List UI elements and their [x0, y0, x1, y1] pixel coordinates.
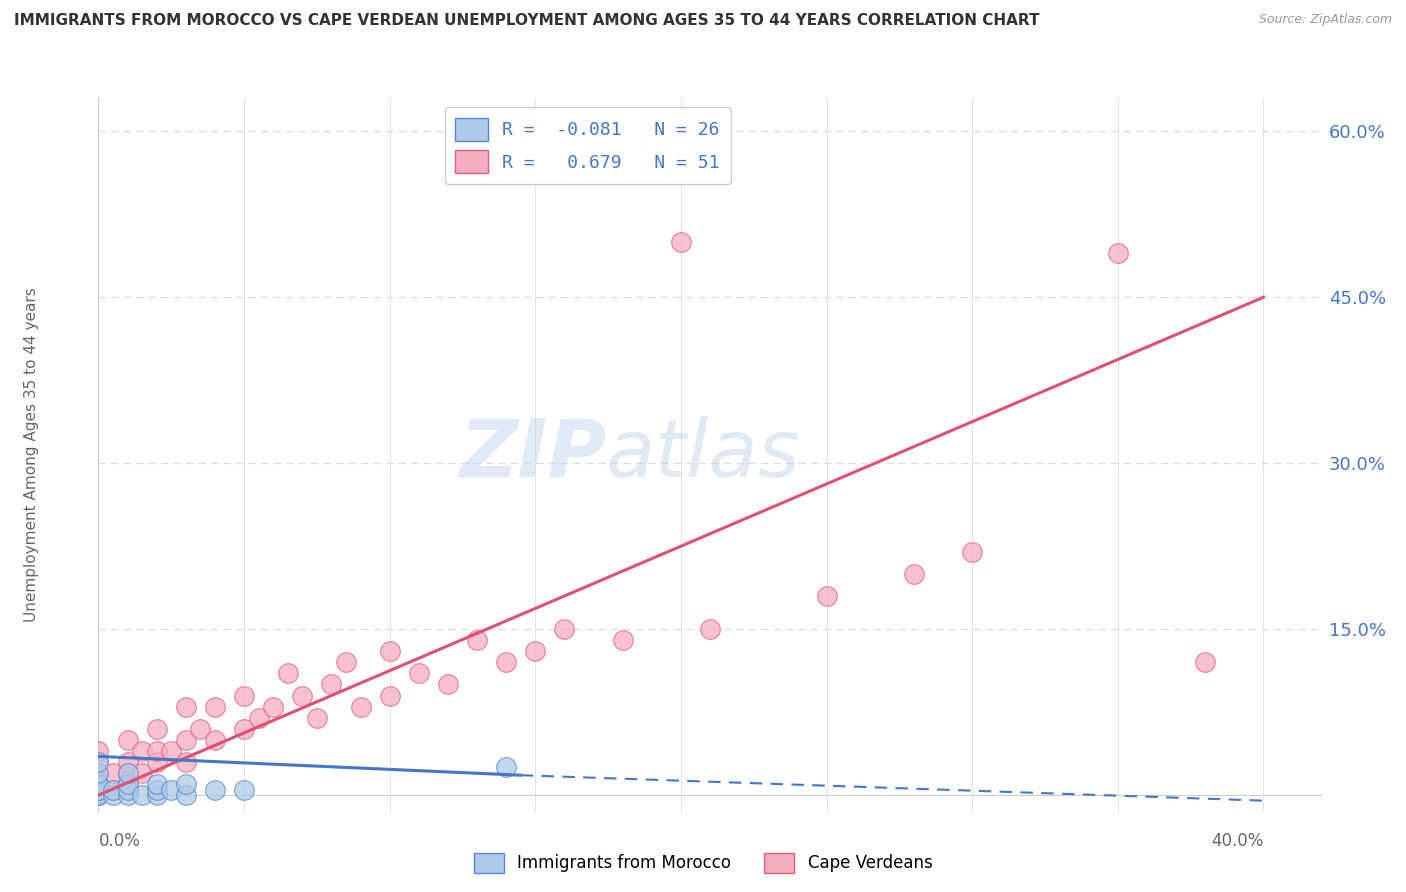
Point: [321, 677, 343, 691]
Point: [101, 782, 124, 797]
Point: [87, 782, 110, 797]
Point: [131, 766, 153, 780]
Point: [174, 777, 197, 791]
Legend: Immigrants from Morocco, Cape Verdeans: Immigrants from Morocco, Cape Verdeans: [467, 847, 939, 880]
Point: [408, 666, 430, 681]
Point: [101, 766, 124, 780]
Point: [87, 788, 110, 802]
Point: [145, 755, 167, 769]
Point: [247, 711, 270, 725]
Point: [233, 689, 256, 703]
Point: [437, 677, 460, 691]
Point: [160, 744, 183, 758]
Point: [87, 766, 110, 780]
Point: [612, 633, 634, 648]
Point: [87, 788, 110, 802]
Point: [117, 732, 139, 747]
Point: [145, 744, 167, 758]
Point: [553, 622, 575, 636]
Point: [174, 732, 197, 747]
Point: [87, 782, 110, 797]
Point: [87, 755, 110, 769]
Point: [815, 589, 838, 603]
Point: [495, 760, 517, 774]
Point: [117, 788, 139, 802]
Point: [291, 689, 314, 703]
Legend: R =  -0.081   N = 26, R =   0.679   N = 51: R = -0.081 N = 26, R = 0.679 N = 51: [444, 107, 731, 185]
Point: [87, 777, 110, 791]
Point: [204, 782, 226, 797]
Point: [117, 755, 139, 769]
Point: [277, 666, 299, 681]
Point: [524, 644, 547, 658]
Point: [117, 782, 139, 797]
Point: [160, 782, 183, 797]
Point: [145, 782, 167, 797]
Point: [101, 788, 124, 802]
Point: [87, 788, 110, 802]
Point: [174, 788, 197, 802]
Point: [903, 566, 925, 581]
Text: 0.0%: 0.0%: [98, 831, 141, 850]
Point: [117, 766, 139, 780]
Point: [495, 656, 517, 670]
Point: [87, 788, 110, 802]
Point: [145, 777, 167, 791]
Point: [87, 777, 110, 791]
Text: 40.0%: 40.0%: [1211, 831, 1264, 850]
Point: [174, 699, 197, 714]
Point: [131, 788, 153, 802]
Point: [145, 722, 167, 736]
Point: [233, 782, 256, 797]
Point: [174, 755, 197, 769]
Point: [117, 777, 139, 791]
Text: Unemployment Among Ages 35 to 44 years: Unemployment Among Ages 35 to 44 years: [24, 287, 38, 623]
Point: [465, 633, 488, 648]
Point: [87, 777, 110, 791]
Text: Source: ZipAtlas.com: Source: ZipAtlas.com: [1258, 13, 1392, 27]
Point: [305, 711, 328, 725]
Point: [233, 722, 256, 736]
Point: [204, 699, 226, 714]
Point: [378, 644, 401, 658]
Point: [204, 732, 226, 747]
Point: [1107, 246, 1129, 260]
Point: [87, 766, 110, 780]
Point: [699, 622, 721, 636]
Point: [117, 777, 139, 791]
Point: [131, 744, 153, 758]
Text: IMMIGRANTS FROM MOROCCO VS CAPE VERDEAN UNEMPLOYMENT AMONG AGES 35 TO 44 YEARS C: IMMIGRANTS FROM MOROCCO VS CAPE VERDEAN …: [14, 13, 1039, 29]
Point: [87, 777, 110, 791]
Point: [87, 788, 110, 802]
Point: [262, 699, 284, 714]
Point: [87, 744, 110, 758]
Point: [87, 755, 110, 769]
Point: [669, 235, 692, 249]
Point: [87, 782, 110, 797]
Point: [335, 656, 357, 670]
Point: [349, 699, 371, 714]
Text: ZIP: ZIP: [458, 416, 606, 494]
Point: [378, 689, 401, 703]
Point: [1194, 656, 1216, 670]
Point: [188, 722, 212, 736]
Point: [960, 545, 983, 559]
Point: [101, 782, 124, 797]
Point: [145, 788, 167, 802]
Point: [117, 766, 139, 780]
Text: atlas: atlas: [606, 416, 801, 494]
